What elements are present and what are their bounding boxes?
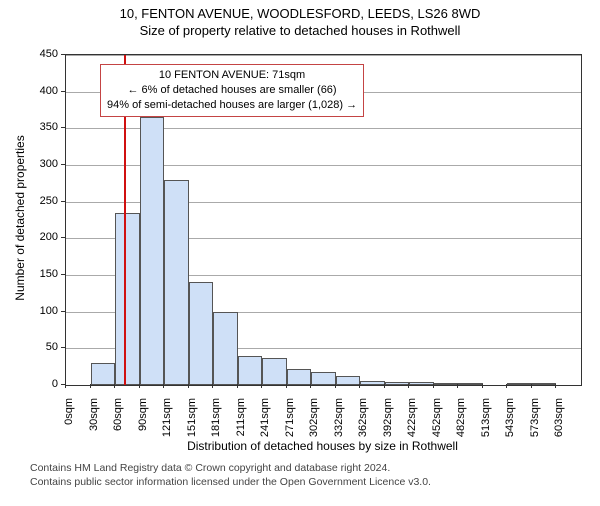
x-tick-label: 482sqm — [455, 398, 467, 448]
x-tick — [212, 384, 213, 388]
annotation-line-2: ← 6% of detached houses are smaller (66) — [107, 83, 357, 98]
y-tick-label: 200 — [30, 231, 58, 243]
x-tick-label: 211sqm — [235, 398, 247, 448]
histogram-bar — [532, 383, 557, 385]
histogram-bar — [164, 180, 189, 385]
x-tick — [506, 384, 507, 388]
y-tick — [61, 311, 65, 312]
y-tick — [61, 347, 65, 348]
y-tick-label: 450 — [30, 48, 58, 60]
footer-line-1: Contains HM Land Registry data © Crown c… — [30, 462, 390, 474]
y-tick — [61, 127, 65, 128]
x-tick — [335, 384, 336, 388]
x-tick — [65, 384, 66, 388]
histogram-bar — [458, 383, 483, 385]
x-tick-label: 60sqm — [112, 398, 124, 448]
x-tick-label: 452sqm — [431, 398, 443, 448]
histogram-bar — [213, 312, 238, 385]
x-tick — [408, 384, 409, 388]
x-tick-label: 513sqm — [480, 398, 492, 448]
x-tick — [237, 384, 238, 388]
x-tick-label: 362sqm — [357, 398, 369, 448]
histogram-bar — [189, 282, 214, 385]
x-tick-label: 181sqm — [210, 398, 222, 448]
x-tick — [555, 384, 556, 388]
x-tick-label: 543sqm — [504, 398, 516, 448]
x-tick-label: 0sqm — [63, 398, 75, 448]
x-tick — [433, 384, 434, 388]
annotation-line-3: 94% of semi-detached houses are larger (… — [107, 98, 357, 113]
x-tick-label: 121sqm — [161, 398, 173, 448]
y-tick-label: 100 — [30, 305, 58, 317]
histogram-bar — [336, 376, 361, 385]
chart-subtitle: Size of property relative to detached ho… — [0, 23, 600, 38]
y-tick-label: 0 — [30, 378, 58, 390]
histogram-bar — [385, 382, 410, 385]
y-tick — [61, 201, 65, 202]
x-tick — [457, 384, 458, 388]
x-tick — [163, 384, 164, 388]
y-tick — [61, 91, 65, 92]
x-tick — [359, 384, 360, 388]
y-tick-label: 250 — [30, 195, 58, 207]
y-tick — [61, 164, 65, 165]
y-axis-label: Number of detached properties — [13, 118, 27, 318]
histogram-bar — [115, 213, 140, 385]
histogram-bar — [311, 372, 336, 385]
histogram-bar — [434, 383, 459, 385]
y-tick-label: 50 — [30, 341, 58, 353]
x-tick — [188, 384, 189, 388]
chart-title: 10, FENTON AVENUE, WOODLESFORD, LEEDS, L… — [0, 6, 600, 21]
histogram-bar — [238, 356, 263, 385]
y-tick-label: 350 — [30, 121, 58, 133]
x-tick-label: 241sqm — [259, 398, 271, 448]
annotation-box: 10 FENTON AVENUE: 71sqm ← 6% of detached… — [100, 64, 364, 117]
x-tick-label: 332sqm — [333, 398, 345, 448]
y-tick-label: 400 — [30, 85, 58, 97]
histogram-bar — [409, 382, 434, 385]
x-tick — [482, 384, 483, 388]
histogram-bar — [507, 383, 532, 385]
x-tick-label: 30sqm — [88, 398, 100, 448]
y-tick-label: 150 — [30, 268, 58, 280]
y-tick — [61, 274, 65, 275]
x-tick — [286, 384, 287, 388]
y-tick — [61, 54, 65, 55]
footer-line-2: Contains public sector information licen… — [30, 476, 431, 488]
x-tick — [261, 384, 262, 388]
x-tick-label: 302sqm — [308, 398, 320, 448]
gridline — [66, 55, 581, 56]
x-tick — [114, 384, 115, 388]
x-tick-label: 392sqm — [382, 398, 394, 448]
annotation-line-1: 10 FENTON AVENUE: 71sqm — [107, 68, 357, 83]
x-tick-label: 603sqm — [553, 398, 565, 448]
x-tick-label: 422sqm — [406, 398, 418, 448]
x-tick — [90, 384, 91, 388]
histogram-bar — [91, 363, 116, 385]
x-tick-label: 151sqm — [186, 398, 198, 448]
histogram-bar — [262, 358, 287, 385]
x-tick — [531, 384, 532, 388]
y-tick — [61, 237, 65, 238]
histogram-bar — [360, 381, 385, 385]
histogram-bar — [140, 117, 165, 385]
x-tick-label: 573sqm — [529, 398, 541, 448]
histogram-bar — [287, 369, 312, 385]
x-tick-label: 271sqm — [284, 398, 296, 448]
x-tick — [139, 384, 140, 388]
x-tick — [384, 384, 385, 388]
y-tick-label: 300 — [30, 158, 58, 170]
x-tick-label: 90sqm — [137, 398, 149, 448]
x-tick — [310, 384, 311, 388]
